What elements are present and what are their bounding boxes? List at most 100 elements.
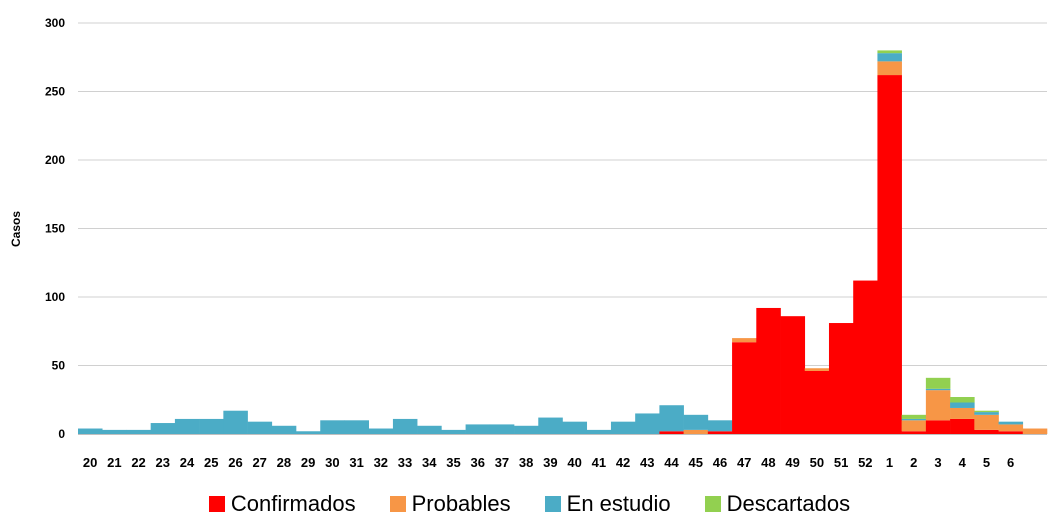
x-tick-label: 26 — [228, 455, 242, 470]
bar-segment-confirmados — [853, 280, 878, 434]
x-tick-label: 48 — [761, 455, 775, 470]
x-tick-label: 36 — [470, 455, 484, 470]
bar-segment-descartados — [950, 397, 975, 403]
bar-segment-en-estudio — [296, 431, 321, 434]
x-tick-label: 38 — [519, 455, 533, 470]
x-tick-label: 37 — [495, 455, 509, 470]
bar-segment-probables — [683, 429, 709, 434]
y-tick-label: 100 — [45, 290, 65, 304]
bar-segment-en-estudio — [368, 428, 394, 434]
x-tick-label: 3 — [934, 455, 941, 470]
bar-segment-en-estudio — [562, 421, 588, 434]
bar-segment-confirmados — [804, 370, 830, 434]
bar-segment-probables — [1022, 428, 1048, 434]
bar-segment-en-estudio — [271, 425, 297, 434]
bar-segment-descartados — [974, 410, 999, 413]
x-tick-label: 5 — [983, 455, 990, 470]
bar-segment-probables — [901, 420, 927, 432]
legend-label: Descartados — [726, 491, 851, 516]
y-tick-label: 250 — [45, 85, 65, 99]
bar-segment-en-estudio — [465, 424, 491, 434]
legend-label: Probables — [411, 491, 511, 516]
x-tick-label: 27 — [252, 455, 266, 470]
bar-segment-en-estudio — [417, 425, 442, 434]
legend-item-descartados: Descartados — [704, 491, 851, 517]
bar-segment-en-estudio — [998, 421, 1024, 425]
x-tick-label: 29 — [301, 455, 315, 470]
bar-segment-confirmados — [877, 75, 902, 434]
bar-segment-en-estudio — [683, 414, 709, 430]
bar-segment-en-estudio — [489, 424, 515, 434]
x-tick-label: 20 — [83, 455, 97, 470]
bar-segment-en-estudio — [635, 413, 660, 434]
legend-label: En estudio — [566, 491, 671, 516]
bar-segment-en-estudio — [877, 53, 902, 62]
bar-segment-en-estudio — [126, 429, 151, 434]
y-tick-label: 50 — [52, 359, 66, 373]
y-axis-label: Casos — [9, 211, 23, 247]
y-axis-tick-labels: 0 50 100 150 200 250 300 — [45, 16, 65, 441]
bar-segment-descartados — [901, 414, 927, 419]
bar-segment-probables — [877, 61, 902, 76]
bar-segment-probables — [925, 390, 951, 421]
bar-segment-en-estudio — [247, 421, 273, 434]
x-tick-label: 45 — [689, 455, 703, 470]
bar-segment-en-estudio — [223, 410, 248, 434]
x-tick-label: 35 — [446, 455, 460, 470]
bar-segment-confirmados — [732, 342, 757, 434]
bar-segment-en-estudio — [150, 423, 176, 434]
bar-segment-en-estudio — [610, 421, 636, 434]
bar-segment-confirmados — [901, 431, 927, 434]
bar-segment-probables — [950, 407, 975, 419]
x-tick-label: 50 — [810, 455, 824, 470]
legend-item-confirmados: Confirmados — [208, 491, 356, 517]
bar-segment-confirmados — [925, 420, 951, 434]
x-tick-label: 28 — [277, 455, 291, 470]
legend-swatch — [704, 496, 721, 512]
bar-segment-en-estudio — [392, 418, 418, 434]
x-tick-label: 24 — [180, 455, 195, 470]
bar-segment-confirmados — [780, 316, 806, 434]
bar-segment-en-estudio — [925, 388, 951, 391]
bar-segment-en-estudio — [441, 429, 466, 434]
x-tick-label: 44 — [664, 455, 679, 470]
y-tick-label: 300 — [45, 16, 65, 30]
x-tick-label: 23 — [156, 455, 170, 470]
bar-segment-descartados — [925, 377, 951, 389]
bar-segment-confirmados — [828, 323, 854, 434]
bar-segment-confirmados — [707, 431, 733, 434]
x-tick-label: 42 — [616, 455, 630, 470]
bar-segment-probables — [974, 414, 999, 430]
x-tick-label: 2 — [910, 455, 917, 470]
x-tick-label: 30 — [325, 455, 339, 470]
bar-segment-confirmados — [998, 431, 1024, 434]
y-tick-label: 200 — [45, 153, 65, 167]
x-tick-label: 6 — [1007, 455, 1014, 470]
gridlines — [78, 22, 1047, 435]
x-tick-label: 1 — [886, 455, 893, 470]
bar-segment-en-estudio — [901, 418, 927, 421]
x-tick-label: 49 — [785, 455, 799, 470]
bar-segment-en-estudio — [102, 429, 127, 434]
x-tick-label: 33 — [398, 455, 412, 470]
bar-segment-confirmados — [756, 307, 781, 434]
bar-segment-en-estudio — [174, 418, 200, 434]
bar-segment-confirmados — [950, 418, 975, 434]
bar-segment-probables — [804, 368, 830, 371]
y-tick-label: 150 — [45, 222, 65, 236]
legend-swatch — [208, 496, 225, 512]
x-tick-label: 21 — [107, 455, 121, 470]
x-tick-label: 43 — [640, 455, 654, 470]
bar-segment-probables — [732, 338, 757, 343]
chart-legend: Confirmados Probables En estudio Descartado… — [0, 490, 1059, 518]
y-tick-label: 0 — [58, 427, 65, 441]
legend-swatch — [544, 496, 561, 512]
x-tick-label: 31 — [349, 455, 363, 470]
bar-segment-confirmados — [659, 431, 684, 434]
legend-label: Confirmados — [230, 491, 356, 516]
bar-segment-confirmados — [974, 429, 999, 434]
bar-segment-en-estudio — [514, 425, 539, 434]
x-tick-label: 32 — [374, 455, 388, 470]
bar-segment-probables — [998, 424, 1024, 432]
x-axis-tick-labels: 20 21 22 23 24 25 26 27 28 29 30 31 32 33 34 35 36 37 38 39… — [83, 455, 1014, 470]
